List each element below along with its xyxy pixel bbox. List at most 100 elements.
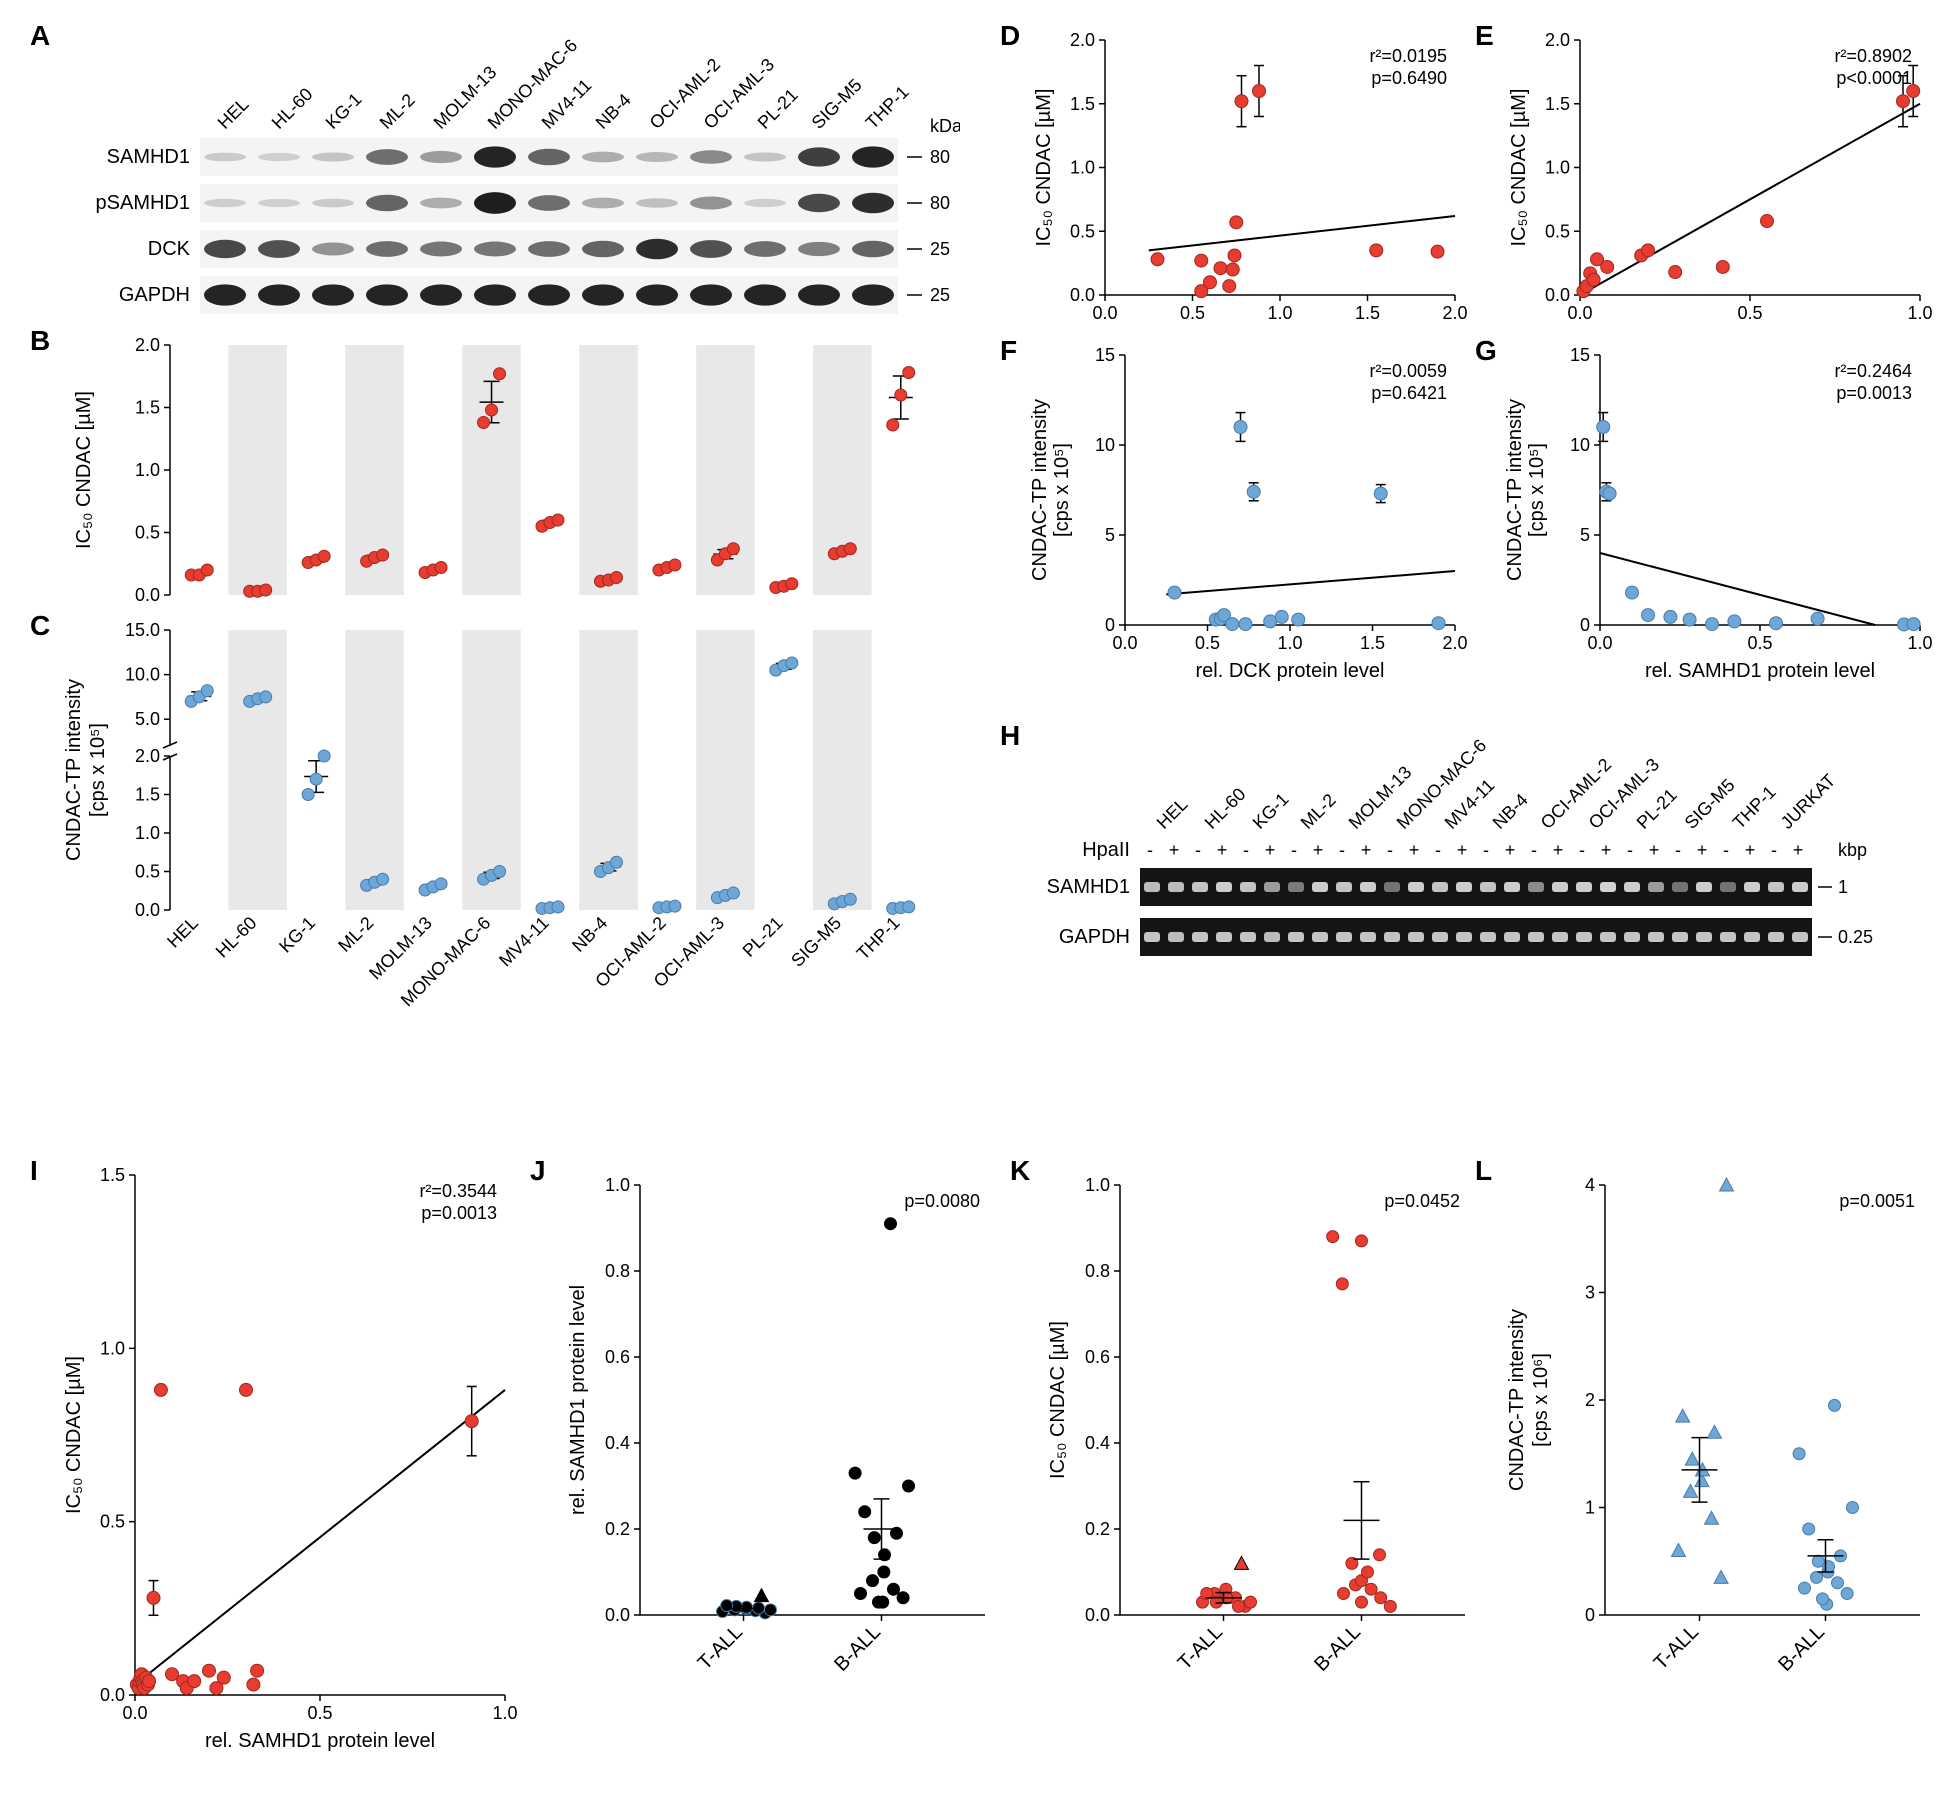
svg-text:p<0.0001: p<0.0001 xyxy=(1836,68,1912,88)
svg-text:rel. SAMHD1 protein level: rel. SAMHD1 protein level xyxy=(567,1285,589,1515)
svg-text:p=0.0051: p=0.0051 xyxy=(1839,1191,1915,1211)
svg-text:0.5: 0.5 xyxy=(307,1703,332,1723)
svg-text:HL-60: HL-60 xyxy=(1201,784,1250,833)
svg-text:1.0: 1.0 xyxy=(492,1703,517,1723)
svg-text:SAMHD1: SAMHD1 xyxy=(1047,876,1130,898)
svg-text:KG-1: KG-1 xyxy=(322,89,366,133)
svg-text:80: 80 xyxy=(930,193,950,213)
svg-text:1.0: 1.0 xyxy=(100,1338,125,1358)
svg-text:+: + xyxy=(1553,840,1564,860)
svg-text:THP-1: THP-1 xyxy=(853,913,904,964)
svg-text:CNDAC-TP intensity: CNDAC-TP intensity xyxy=(63,679,85,861)
svg-text:2.0: 2.0 xyxy=(1442,633,1467,653)
svg-text:80: 80 xyxy=(930,147,950,167)
svg-text:[cps x 10⁵]: [cps x 10⁵] xyxy=(1051,443,1073,537)
svg-text:T-ALL: T-ALL xyxy=(694,1621,747,1674)
svg-text:0.5: 0.5 xyxy=(1747,633,1772,653)
panel-label-d: D xyxy=(1000,20,1020,52)
svg-text:0.5: 0.5 xyxy=(100,1512,125,1532)
svg-text:T-ALL: T-ALL xyxy=(1174,1621,1227,1674)
svg-text:2.0: 2.0 xyxy=(135,746,160,766)
svg-text:-: - xyxy=(1531,840,1537,860)
svg-text:CNDAC-TP intensity: CNDAC-TP intensity xyxy=(1506,1309,1528,1491)
svg-text:25: 25 xyxy=(930,239,950,259)
svg-text:CNDAC-TP intensity: CNDAC-TP intensity xyxy=(1030,399,1051,581)
panel-d-chart: 0.00.51.01.52.00.00.51.01.52.0IC₅₀ CNDAC… xyxy=(1030,30,1470,340)
svg-text:0.2: 0.2 xyxy=(605,1519,630,1539)
panel-c-chart: 0.00.51.01.52.05.010.015.0CNDAC-TP inten… xyxy=(60,620,960,1110)
svg-text:MV4-11: MV4-11 xyxy=(495,913,553,971)
svg-text:SIG-M5: SIG-M5 xyxy=(787,913,845,971)
svg-text:rel. SAMHD1 protein level: rel. SAMHD1 protein level xyxy=(1645,660,1875,682)
svg-text:1: 1 xyxy=(1838,877,1848,897)
panel-label-e: E xyxy=(1475,20,1494,52)
svg-text:[cps x 10⁵]: [cps x 10⁵] xyxy=(1526,443,1548,537)
svg-text:MONO-MAC-6: MONO-MAC-6 xyxy=(484,35,582,133)
svg-text:0.0: 0.0 xyxy=(1070,285,1095,305)
panel-e-chart: 0.00.51.00.00.51.01.52.0IC₅₀ CNDAC [µM]r… xyxy=(1505,30,1935,340)
svg-text:pSAMHD1: pSAMHD1 xyxy=(96,192,190,214)
svg-text:0: 0 xyxy=(1105,615,1115,635)
svg-text:-: - xyxy=(1483,840,1489,860)
svg-text:NB-4: NB-4 xyxy=(592,90,635,133)
svg-text:0.0: 0.0 xyxy=(100,1685,125,1705)
svg-text:1.5: 1.5 xyxy=(1070,94,1095,114)
panel-i-chart: 0.00.51.00.00.51.01.5rel. SAMHD1 protein… xyxy=(60,1165,520,1765)
svg-text:4: 4 xyxy=(1585,1175,1595,1195)
panel-label-g: G xyxy=(1475,335,1497,367)
svg-text:r²=0.2464: r²=0.2464 xyxy=(1834,361,1912,381)
svg-text:1: 1 xyxy=(1585,1498,1595,1518)
svg-text:10: 10 xyxy=(1095,435,1115,455)
svg-text:1.0: 1.0 xyxy=(1277,633,1302,653)
svg-text:1.0: 1.0 xyxy=(1907,633,1932,653)
svg-text:0.0: 0.0 xyxy=(135,585,160,605)
svg-text:IC₅₀ CNDAC [µM]: IC₅₀ CNDAC [µM] xyxy=(63,1356,85,1514)
panel-label-f: F xyxy=(1000,335,1017,367)
svg-text:r²=0.8902: r²=0.8902 xyxy=(1834,46,1912,66)
svg-text:1.0: 1.0 xyxy=(605,1175,630,1195)
svg-text:-: - xyxy=(1723,840,1729,860)
svg-text:10.0: 10.0 xyxy=(125,665,160,685)
svg-text:-: - xyxy=(1627,840,1633,860)
svg-text:+: + xyxy=(1265,840,1276,860)
svg-text:15: 15 xyxy=(1095,345,1115,365)
svg-text:+: + xyxy=(1649,840,1660,860)
svg-text:-: - xyxy=(1387,840,1393,860)
panel-b-chart: 0.00.51.01.52.0IC₅₀ CNDAC [µM] xyxy=(60,335,960,615)
svg-text:T-ALL: T-ALL xyxy=(1650,1621,1703,1674)
svg-text:2.0: 2.0 xyxy=(1070,30,1095,50)
panel-l-chart: 01234CNDAC-TP intensity[cps x 10⁶]T-ALLB… xyxy=(1505,1165,1935,1765)
svg-text:kbp: kbp xyxy=(1838,840,1867,860)
panel-g-chart: 0.00.51.0051015rel. SAMHD1 protein level… xyxy=(1505,345,1935,695)
svg-text:15: 15 xyxy=(1570,345,1590,365)
svg-text:0.5: 0.5 xyxy=(1195,633,1220,653)
svg-text:HL-60: HL-60 xyxy=(268,84,317,133)
svg-text:+: + xyxy=(1217,840,1228,860)
svg-text:PL-21: PL-21 xyxy=(754,85,802,133)
svg-text:-: - xyxy=(1147,840,1153,860)
svg-text:0.5: 0.5 xyxy=(135,523,160,543)
svg-text:2.0: 2.0 xyxy=(1442,303,1467,323)
svg-text:p=0.6490: p=0.6490 xyxy=(1371,68,1447,88)
svg-text:-: - xyxy=(1771,840,1777,860)
svg-text:0.4: 0.4 xyxy=(605,1433,630,1453)
panel-label-a: A xyxy=(30,20,50,52)
svg-text:B-ALL: B-ALL xyxy=(830,1621,885,1676)
svg-text:B-ALL: B-ALL xyxy=(1774,1621,1829,1676)
svg-text:0.0: 0.0 xyxy=(1085,1605,1110,1625)
panel-f-chart: 0.00.51.01.52.0051015rel. DCK protein le… xyxy=(1030,345,1470,695)
svg-text:SIG-M5: SIG-M5 xyxy=(1681,775,1739,833)
panel-j-chart: 0.00.20.40.60.81.0rel. SAMHD1 protein le… xyxy=(560,1165,1000,1765)
svg-text:1.0: 1.0 xyxy=(135,460,160,480)
svg-text:0.5: 0.5 xyxy=(1180,303,1205,323)
svg-text:0.5: 0.5 xyxy=(1737,303,1762,323)
svg-text:1.0: 1.0 xyxy=(1070,158,1095,178)
panel-label-i: I xyxy=(30,1155,38,1187)
panel-k-chart: 0.00.20.40.60.81.0IC₅₀ CNDAC [µM]T-ALLB-… xyxy=(1040,1165,1480,1765)
svg-text:1.0: 1.0 xyxy=(1545,158,1570,178)
svg-text:rel. SAMHD1 protein level: rel. SAMHD1 protein level xyxy=(205,1730,435,1752)
svg-text:HL-60: HL-60 xyxy=(212,913,261,962)
svg-text:-: - xyxy=(1195,840,1201,860)
svg-text:B-ALL: B-ALL xyxy=(1310,1621,1365,1676)
svg-text:1.5: 1.5 xyxy=(135,785,160,805)
